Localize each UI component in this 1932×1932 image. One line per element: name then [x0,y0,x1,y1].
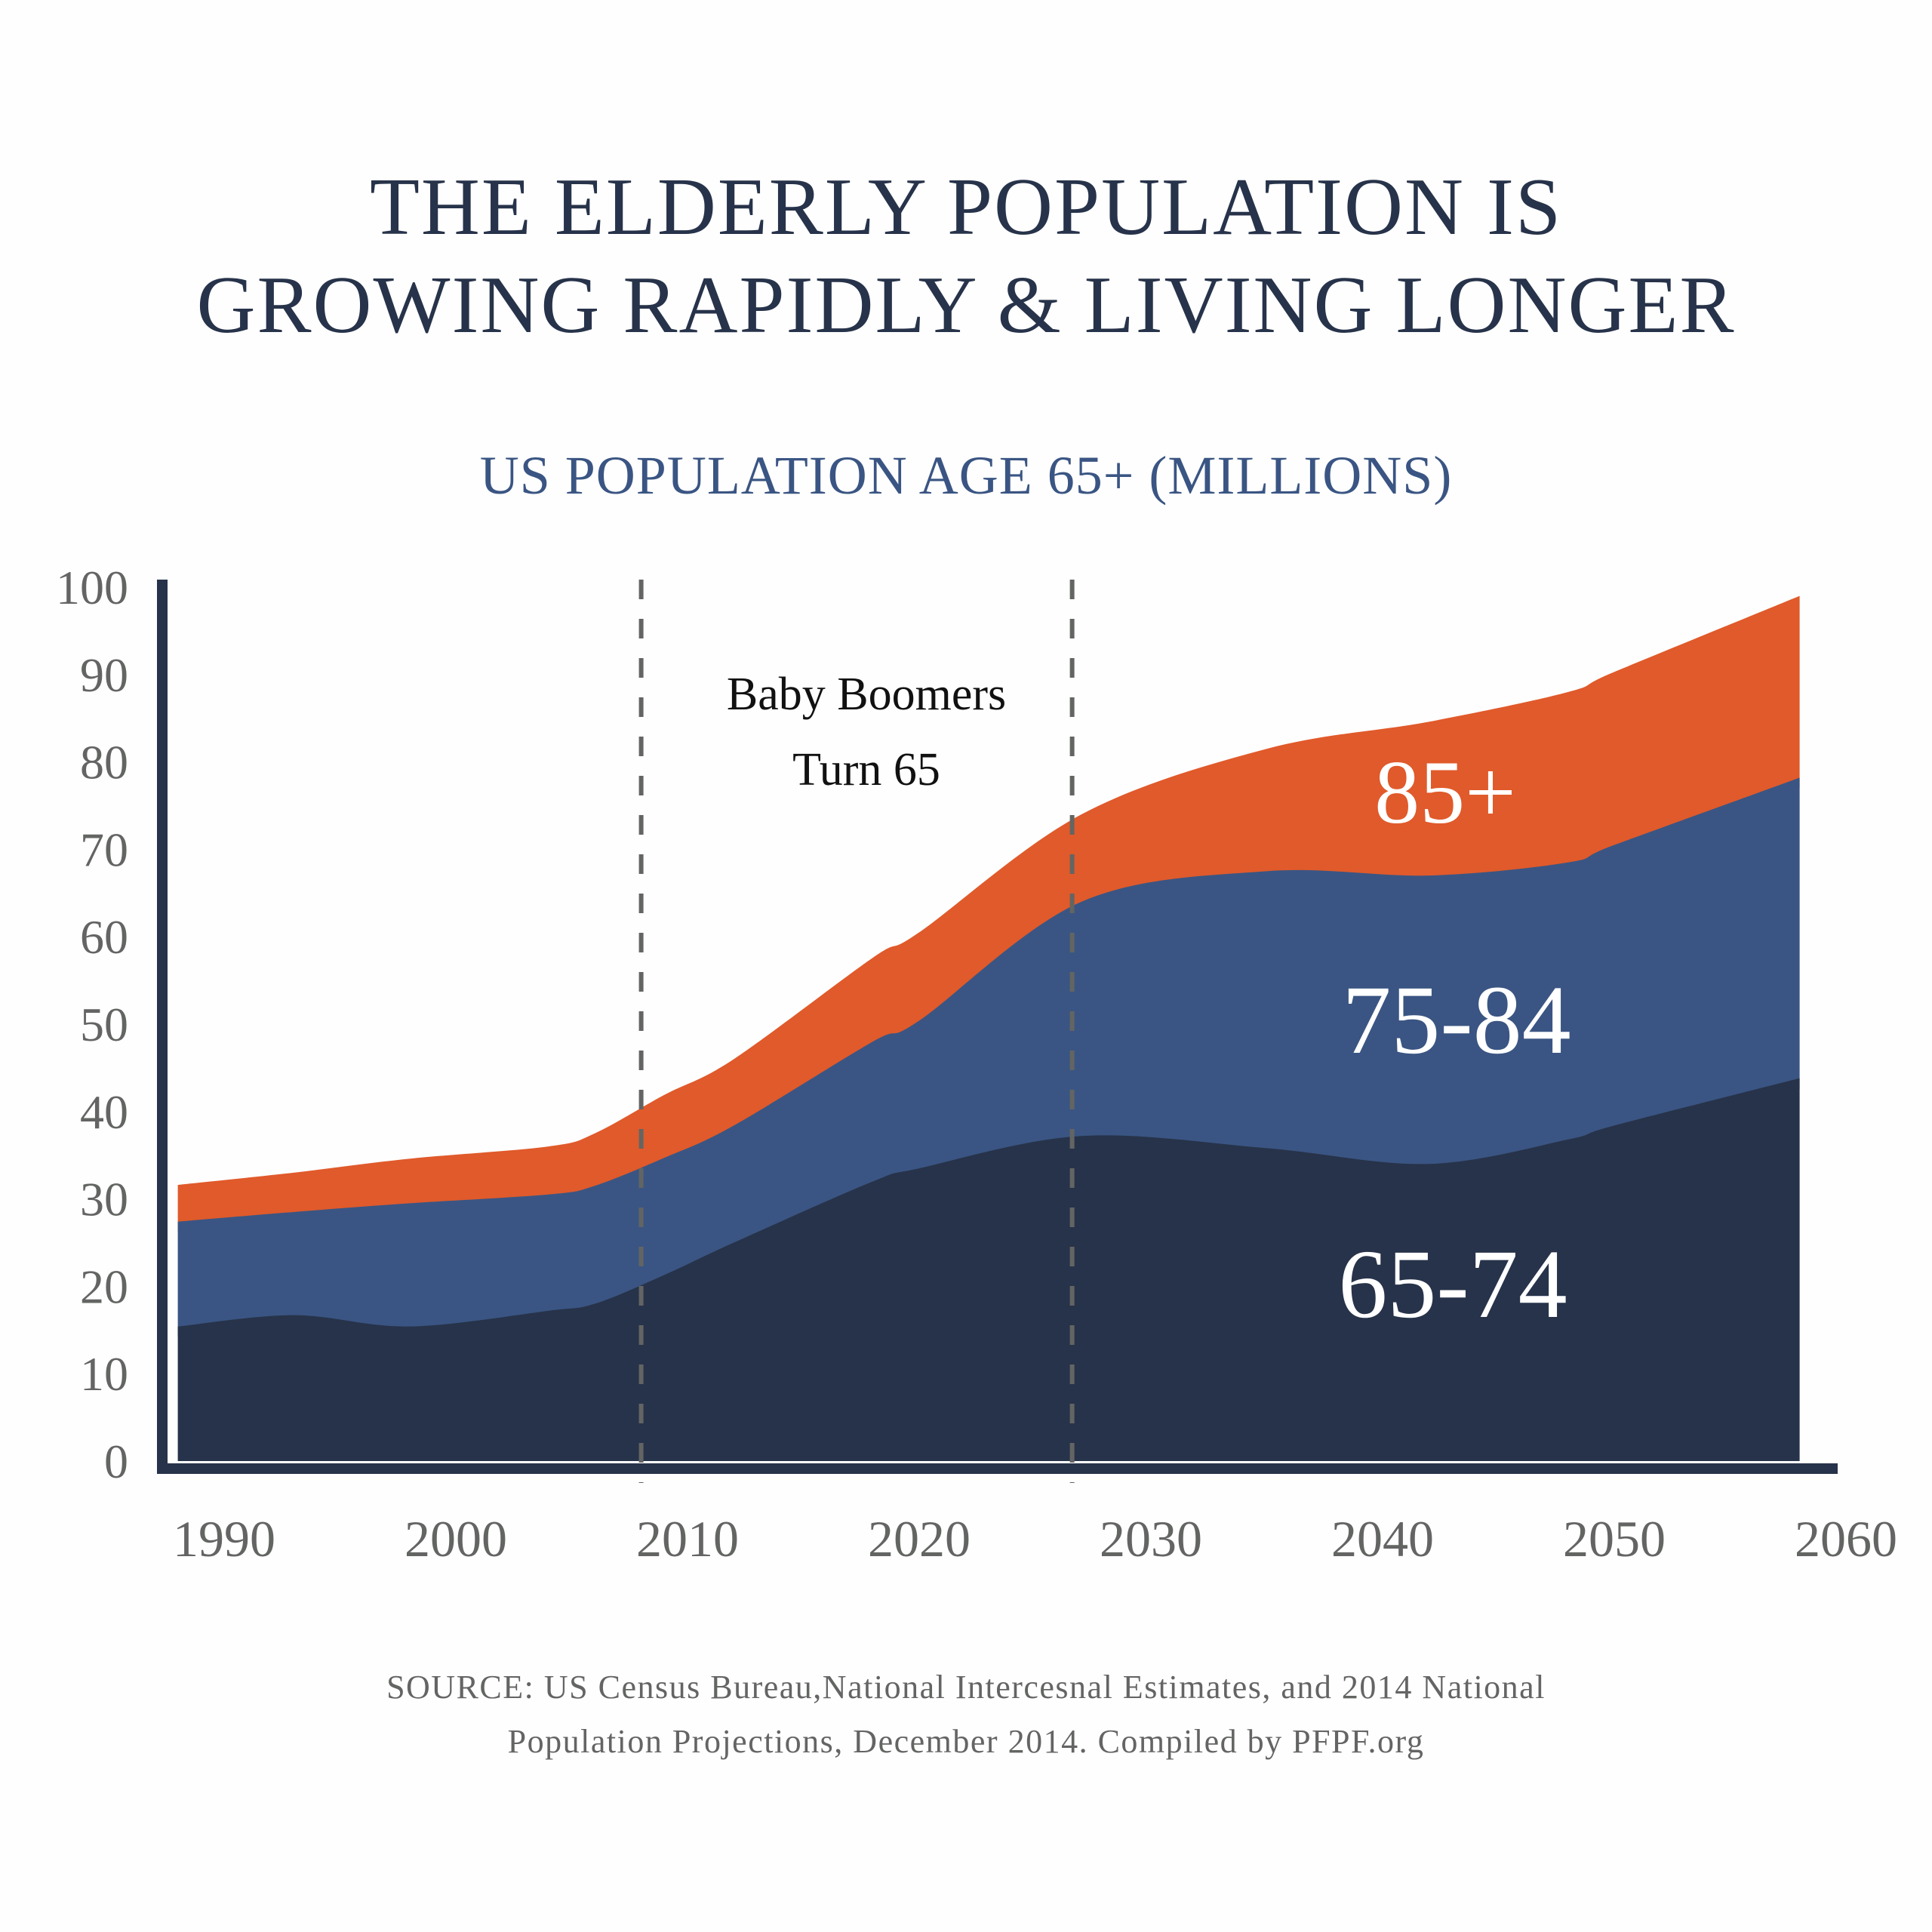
series-label-85-plus: 85+ [1374,742,1516,842]
area-layer [168,595,1838,1463]
series-label-75-84: 75-84 [1342,966,1571,1075]
chart-subtitle: US POPULATION AGE 65+ (MILLIONS) [479,445,1453,506]
source-line-1: SOURCE: US Census Bureau,National Interc… [386,1669,1546,1706]
y-tick-labels: 0 10 20 30 40 50 60 70 80 90 100 [56,561,128,1488]
source-line-2: Population Projections, December 2014. C… [507,1723,1425,1760]
y-tick-label: 50 [80,998,128,1051]
y-axis-line [157,580,168,1474]
chart-title-line-1: THE ELDERLY POPULATION IS [369,162,1563,252]
x-tick-label: 2020 [868,1510,971,1567]
y-tick-label: 10 [80,1347,128,1401]
axis-inner-gap [168,1461,1838,1463]
axes [157,580,1838,1474]
x-axis-line [157,1463,1838,1474]
x-tick-label: 2060 [1795,1510,1897,1567]
annotation-line-1: Baby Boomers [727,669,1006,720]
area-65-74 [177,1078,1800,1461]
y-tick-label: 70 [80,823,128,876]
y-tick-label: 100 [56,561,128,614]
x-tick-labels: 1990 2000 2010 2020 2030 2040 2050 2060 [173,1510,1897,1567]
y-tick-label: 60 [80,910,128,964]
x-tick-label: 2010 [636,1510,739,1567]
x-tick-label: 2000 [405,1510,507,1567]
y-tick-label: 0 [104,1435,128,1488]
y-tick-label: 90 [80,648,128,702]
x-tick-label: 2040 [1331,1510,1434,1567]
annotation-line-2: Turn 65 [792,744,940,795]
x-tick-label: 1990 [173,1510,275,1567]
y-tick-label: 80 [80,736,128,789]
y-tick-label: 20 [80,1260,128,1313]
area-75-84 [177,777,1800,1337]
chart-title-line-2: GROWING RAPIDLY & LIVING LONGER [196,260,1736,350]
area-85-plus [177,595,1800,1232]
x-tick-label: 2050 [1563,1510,1666,1567]
y-tick-label: 40 [80,1085,128,1139]
y-tick-label: 30 [80,1173,128,1226]
annotation-lines [638,580,1075,1483]
series-label-65-74: 65-74 [1338,1230,1567,1339]
x-tick-label: 2030 [1100,1510,1202,1567]
